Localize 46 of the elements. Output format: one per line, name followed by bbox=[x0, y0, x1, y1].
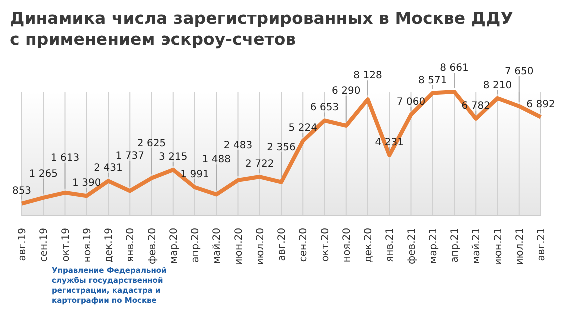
data-label: 1 613 bbox=[50, 152, 80, 164]
x-tick-label: июл.21 bbox=[514, 228, 526, 266]
data-label: 8 210 bbox=[483, 80, 512, 92]
x-tick-label: дек.19 bbox=[104, 228, 115, 264]
x-tick-label: май.20 bbox=[212, 228, 224, 264]
x-tick-label: сен.20 bbox=[298, 228, 310, 262]
x-tick-label: фев.20 bbox=[147, 228, 158, 264]
chart-title: Динамика числа зарегистрированных в Москве ДДУ с применением эскроу-счетов bbox=[10, 8, 514, 50]
data-label: 6 892 bbox=[526, 99, 556, 110]
x-tick-label: ноя.19 bbox=[82, 228, 94, 263]
x-tick-label: окт.20 bbox=[320, 228, 332, 262]
data-label: 1 488 bbox=[202, 154, 231, 166]
data-label: 8 571 bbox=[418, 75, 448, 86]
data-label: 2 431 bbox=[94, 163, 123, 174]
x-tick-label: фев.21 bbox=[406, 228, 418, 264]
x-tick-label: дек.20 bbox=[364, 228, 374, 264]
x-tick-label: сен.19 bbox=[39, 228, 50, 262]
x-tick-label: июн.21 bbox=[493, 228, 504, 266]
x-tick-label: авг.20 bbox=[277, 228, 288, 262]
data-label: 6 653 bbox=[310, 102, 340, 114]
x-tick-label: ноя.20 bbox=[342, 228, 353, 263]
x-tick-label: мар.20 bbox=[168, 228, 180, 264]
x-tick-label: май.21 bbox=[472, 228, 483, 264]
data-label: 7 650 bbox=[505, 66, 534, 78]
data-label: 2 483 bbox=[224, 140, 253, 152]
x-tick-label: янв.21 bbox=[385, 228, 396, 262]
data-label: 1 265 bbox=[29, 168, 58, 180]
data-label: 8 661 bbox=[440, 63, 469, 74]
data-label: 2 625 bbox=[137, 138, 166, 150]
x-tick-label: мар.21 bbox=[428, 228, 440, 264]
data-label: 2 722 bbox=[246, 159, 274, 170]
x-tick-label: апр.20 bbox=[190, 228, 202, 263]
x-tick-label: авг.21 bbox=[536, 228, 548, 262]
x-tick-label: июл.20 bbox=[255, 228, 266, 266]
data-label: 3 215 bbox=[159, 152, 188, 163]
x-tick-label: авг.19 bbox=[18, 228, 28, 262]
data-label: 1 390 bbox=[72, 178, 102, 190]
data-label: 853 bbox=[12, 186, 32, 197]
data-label: 1 737 bbox=[116, 151, 144, 162]
x-tick-label: апр.21 bbox=[450, 228, 461, 263]
x-tick-label: янв.20 bbox=[126, 228, 137, 262]
data-label: 6 290 bbox=[332, 86, 361, 97]
x-tick-label: июн.20 bbox=[234, 228, 245, 266]
data-label: 8 128 bbox=[354, 70, 382, 82]
data-label: 2 356 bbox=[267, 142, 296, 154]
x-tick-label: окт.19 bbox=[60, 228, 72, 262]
